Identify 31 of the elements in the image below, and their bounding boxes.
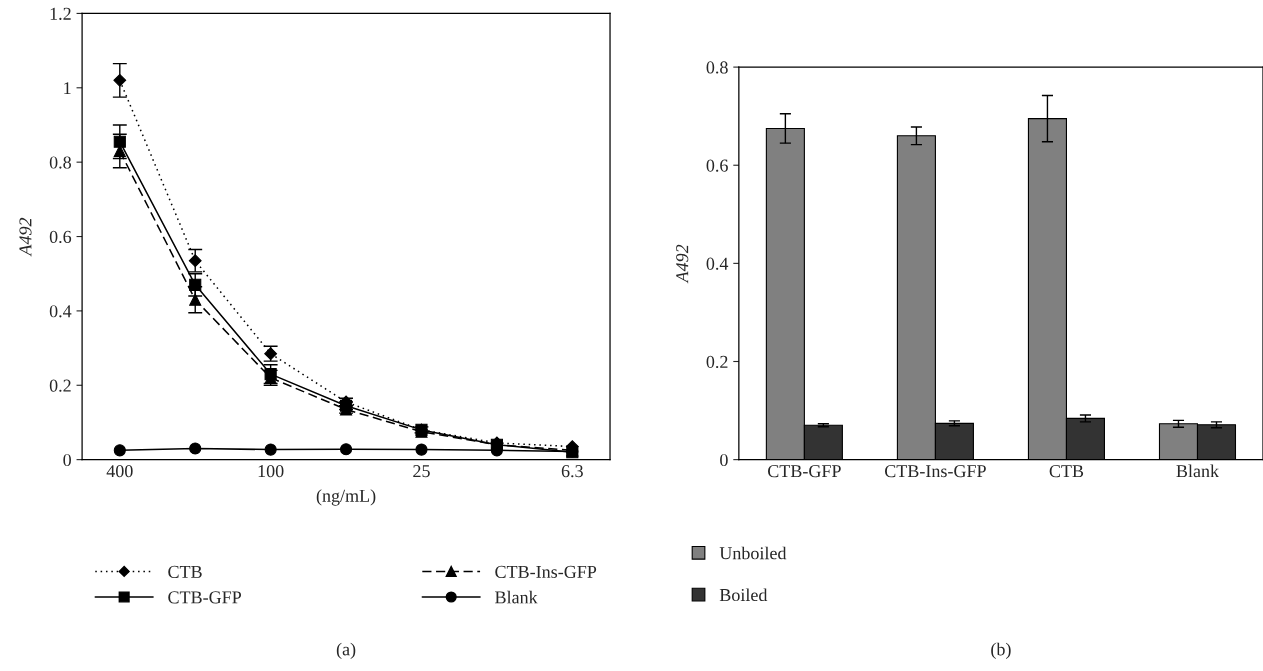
y-tick-label: 1 (64, 82, 71, 95)
y-axis-title: A492 (19, 217, 32, 257)
x-axis-title: (ng/mL) (316, 489, 376, 506)
y-tick-label: 1.2 (50, 7, 71, 20)
text: (b) (991, 642, 1011, 660)
x-tick-label: 400 (106, 465, 133, 478)
y-tick-label: 0.2 (706, 355, 728, 369)
x-tick-label: CTB (1049, 465, 1084, 478)
y-tick-label: 0.8 (49, 156, 71, 169)
x-tick-label: Blank (1176, 464, 1220, 478)
x-tick-label: CTB-GFP (767, 465, 841, 478)
y-tick-label: 0.8 (706, 61, 728, 74)
legend-label: CTB-Ins-GFP (495, 565, 597, 578)
text: (a) (336, 642, 356, 660)
legend-label: Boiled (719, 588, 768, 602)
legend-label: CTB (168, 565, 202, 578)
y-tick-label: 0.2 (49, 379, 71, 392)
y-axis-title: A492 (676, 244, 689, 284)
legend-label: Unboiled (719, 546, 787, 560)
y-tick-label: 0 (63, 453, 71, 467)
y-tick-label: 0.4 (706, 257, 729, 270)
x-tick-label: 100 (258, 465, 284, 478)
x-tick-label: 6.3 (561, 465, 583, 478)
legend-label: Blank (495, 590, 538, 604)
y-tick-label: 0.6 (706, 159, 728, 172)
legend-label: CTB-GFP (168, 591, 242, 604)
y-tick-label: 0 (720, 453, 728, 467)
x-tick-label: 25 (413, 465, 430, 478)
x-tick-label: CTB-Ins-GFP (884, 465, 986, 478)
y-tick-label: 0.4 (49, 305, 72, 318)
y-tick-label: 0.6 (49, 230, 72, 244)
